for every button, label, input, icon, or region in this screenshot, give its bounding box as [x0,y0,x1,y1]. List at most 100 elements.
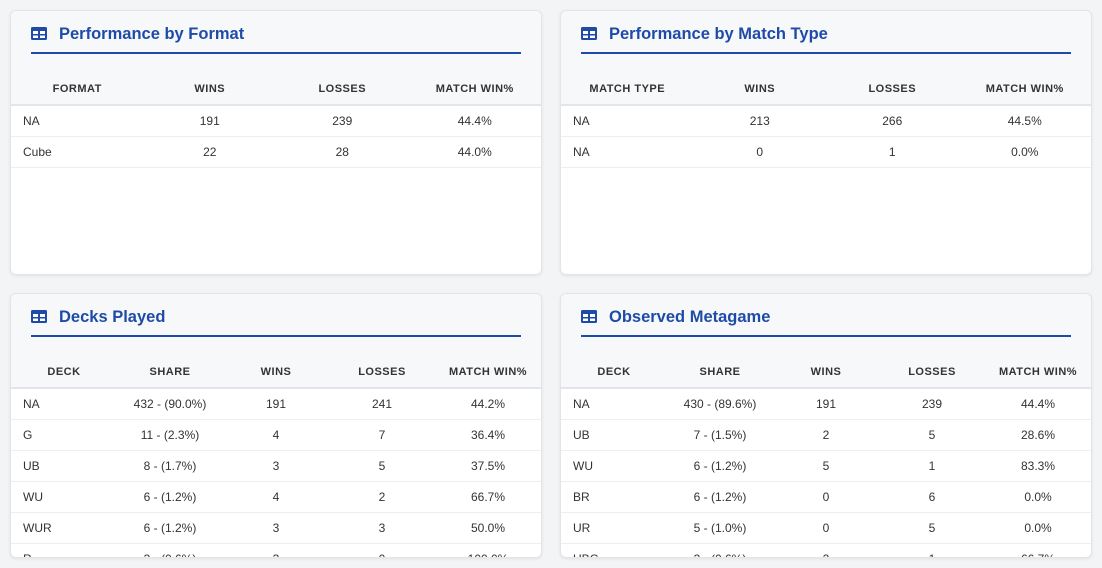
table-cell: 5 - (1.0%) [667,512,773,544]
table-cell: 191 [773,388,879,420]
table-cell: 1 [826,136,959,168]
column-header[interactable]: WINS [773,356,879,389]
format-card-title: Performance by Format [59,25,245,43]
table-cell: 239 [879,388,985,420]
table-cell: NA [561,136,694,168]
metagame-card: Observed Metagame DECK SHARE WINS LOSSES… [560,293,1092,558]
table-cell: 3 - (0.6%) [117,543,223,557]
table-cell: 213 [693,105,826,137]
table-cell: 4 [223,419,329,451]
table-cell: 239 [276,105,409,137]
decks-card: Decks Played DECK SHARE WINS LOSSES MATC… [10,293,542,558]
table-cell: 3 [329,512,435,544]
table-header-row: DECK SHARE WINS LOSSES MATCH WIN% [11,356,541,389]
table-row: NA 430 - (89.6%) 191 239 44.4% [561,388,1091,420]
column-header[interactable]: MATCH TYPE [561,73,694,106]
table-cell: 0 [693,136,826,168]
column-header[interactable]: DECK [11,356,117,389]
table-cell: 191 [223,388,329,420]
format-card-header: Performance by Format [11,11,541,73]
table-cell: 7 - (1.5%) [667,419,773,451]
table-icon [581,27,597,40]
table-cell: WUR [11,512,117,544]
table-row: NA 0 1 0.0% [561,136,1091,168]
table-cell: NA [561,388,667,420]
table-row: WU 6 - (1.2%) 4 2 66.7% [11,481,541,513]
column-header[interactable]: WINS [693,73,826,106]
table-cell: 50.0% [435,512,541,544]
column-header[interactable]: MATCH WIN% [435,356,541,389]
table-cell: BR [561,481,667,513]
table-cell: WU [561,450,667,482]
table-cell: 2 [773,419,879,451]
column-header[interactable]: LOSSES [276,73,409,106]
table-cell: 3 [223,512,329,544]
table-cell: G [11,419,117,451]
match-type-card-title-bar: Performance by Match Type [581,23,1071,54]
decks-table: DECK SHARE WINS LOSSES MATCH WIN% NA 432… [11,356,541,557]
column-header[interactable]: MATCH WIN% [985,356,1091,389]
column-header[interactable]: SHARE [667,356,773,389]
column-header[interactable]: MATCH WIN% [958,73,1091,106]
table-row: R 3 - (0.6%) 3 0 100.0% [11,543,541,557]
table-cell: 11 - (2.3%) [117,419,223,451]
table-cell: 100.0% [435,543,541,557]
metagame-card-header: Observed Metagame [561,294,1091,356]
table-cell: NA [11,388,117,420]
table-cell: 44.0% [408,136,541,168]
table-cell: 44.4% [985,388,1091,420]
table-header-row: FORMAT WINS LOSSES MATCH WIN% [11,73,541,106]
table-cell: 430 - (89.6%) [667,388,773,420]
column-header[interactable]: DECK [561,356,667,389]
table-cell: 0 [773,512,879,544]
table-cell: NA [11,105,144,137]
table-row: UB 8 - (1.7%) 3 5 37.5% [11,450,541,482]
table-row: WUR 6 - (1.2%) 3 3 50.0% [11,512,541,544]
column-header[interactable]: WINS [143,73,276,106]
table-row: UBG 3 - (0.6%) 2 1 66.7% [561,543,1091,557]
column-header[interactable]: LOSSES [826,73,959,106]
metagame-card-title: Observed Metagame [609,308,771,326]
column-header[interactable]: LOSSES [879,356,985,389]
table-cell: 1 [879,450,985,482]
table-cell: 44.4% [408,105,541,137]
table-cell: 44.2% [435,388,541,420]
column-header[interactable]: LOSSES [329,356,435,389]
table-row: NA 213 266 44.5% [561,105,1091,137]
table-cell: 28 [276,136,409,168]
decks-card-title-bar: Decks Played [31,306,521,337]
table-cell: 0 [773,481,879,513]
decks-card-title: Decks Played [59,308,166,326]
format-card-title-bar: Performance by Format [31,23,521,54]
table-cell: UBG [561,543,667,557]
table-cell: 0 [329,543,435,557]
table-cell: 3 - (0.6%) [667,543,773,557]
table-cell: 37.5% [435,450,541,482]
column-header[interactable]: SHARE [117,356,223,389]
table-cell: 22 [143,136,276,168]
table-cell: 5 [879,419,985,451]
table-icon [581,310,597,323]
table-cell: UB [561,419,667,451]
column-header[interactable]: MATCH WIN% [408,73,541,106]
table-row: UB 7 - (1.5%) 2 5 28.6% [561,419,1091,451]
table-row: NA 432 - (90.0%) 191 241 44.2% [11,388,541,420]
format-card: Performance by Format FORMAT WINS LOSSES… [10,10,542,275]
table-row: G 11 - (2.3%) 4 7 36.4% [11,419,541,451]
decks-card-header: Decks Played [11,294,541,356]
table-cell: 0.0% [958,136,1091,168]
table-cell: 2 [773,543,879,557]
table-icon [31,310,47,323]
match-type-card-title: Performance by Match Type [609,25,828,43]
column-header[interactable]: WINS [223,356,329,389]
table-cell: WU [11,481,117,513]
column-header[interactable]: FORMAT [11,73,144,106]
table-cell: 6 - (1.2%) [667,450,773,482]
table-row: NA 191 239 44.4% [11,105,541,137]
table-row: BR 6 - (1.2%) 0 6 0.0% [561,481,1091,513]
table-cell: 1 [879,543,985,557]
table-icon [31,27,47,40]
table-cell: 66.7% [985,543,1091,557]
match-type-card-header: Performance by Match Type [561,11,1091,73]
match-type-table: MATCH TYPE WINS LOSSES MATCH WIN% NA 213… [561,73,1091,168]
